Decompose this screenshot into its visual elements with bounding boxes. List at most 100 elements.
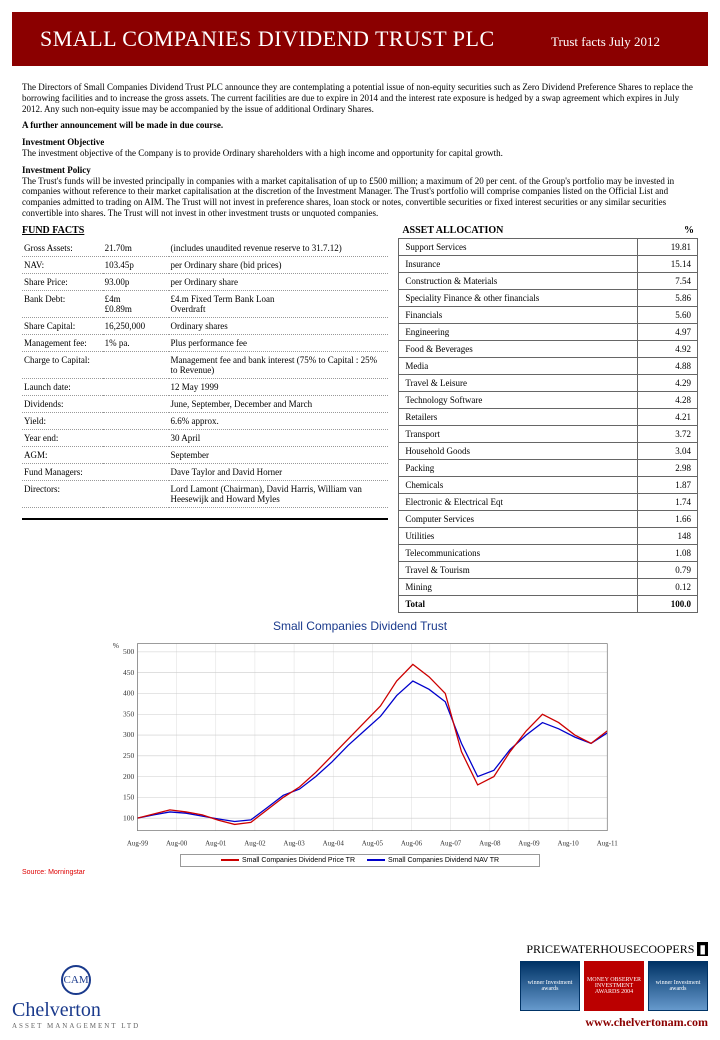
ff-value: [103, 351, 169, 378]
ff-value: 93.00p: [103, 273, 169, 290]
svg-text:Aug-10: Aug-10: [557, 839, 579, 847]
ff-label: Dividends:: [22, 395, 103, 412]
svg-text:Aug-02: Aug-02: [244, 839, 266, 847]
ff-value: 16,250,000: [103, 317, 169, 334]
asset-heading: ASSET ALLOCATION: [402, 225, 503, 236]
ff-note: Plus performance fee: [169, 334, 389, 351]
asset-value: 1.08: [638, 544, 698, 561]
ff-label: Share Price:: [22, 273, 103, 290]
asset-name: Household Goods: [399, 442, 638, 459]
ff-note: 30 April: [169, 429, 389, 446]
objective-text: The investment objective of the Company …: [22, 148, 503, 158]
ff-value: 21.70m: [103, 240, 169, 257]
svg-text:Aug-05: Aug-05: [362, 839, 384, 847]
ff-label: Yield:: [22, 412, 103, 429]
asset-name: Transport: [399, 425, 638, 442]
asset-name: Retailers: [399, 408, 638, 425]
ff-label: Gross Assets:: [22, 240, 103, 257]
ff-note: Lord Lamont (Chairman), David Harris, Wi…: [169, 480, 389, 507]
asset-name: Utilities: [399, 527, 638, 544]
ff-note: Ordinary shares: [169, 317, 389, 334]
ff-note: June, September, December and March: [169, 395, 389, 412]
award-badge-2: MONEY OBSERVER INVESTMENT AWARDS 2004: [584, 961, 644, 1011]
asset-value: 4.97: [638, 323, 698, 340]
asset-table: Support Services19.81Insurance15.14Const…: [398, 238, 698, 613]
chart-svg: 100150200250300350400450500%Aug-99Aug-00…: [22, 635, 698, 850]
ff-note: per Ordinary share: [169, 273, 389, 290]
chart-section: Small Companies Dividend Trust 100150200…: [12, 619, 708, 876]
asset-value: 5.60: [638, 306, 698, 323]
asset-allocation-section: ASSET ALLOCATION% Support Services19.81I…: [398, 225, 698, 613]
asset-name: Packing: [399, 459, 638, 476]
svg-text:Aug-99: Aug-99: [127, 839, 149, 847]
chelverton-badge: CAM: [61, 965, 91, 995]
svg-text:Aug-01: Aug-01: [205, 839, 227, 847]
ff-label: Charge to Capital:: [22, 351, 103, 378]
award-badge-3: winner Investment awards: [648, 961, 708, 1011]
ff-note: Dave Taylor and David Horner: [169, 463, 389, 480]
asset-name: Food & Beverages: [399, 340, 638, 357]
svg-text:200: 200: [123, 772, 135, 781]
svg-text:Aug-06: Aug-06: [401, 839, 423, 847]
legend-nav: Small Companies Dividend NAV TR: [388, 857, 499, 864]
ff-value: [103, 412, 169, 429]
ff-label: Directors:: [22, 480, 103, 507]
asset-name: Construction & Materials: [399, 272, 638, 289]
chart-legend: Small Companies Dividend Price TR Small …: [180, 854, 540, 867]
ff-value: [103, 446, 169, 463]
asset-value: 19.81: [638, 238, 698, 255]
asset-name: Computer Services: [399, 510, 638, 527]
svg-text:350: 350: [123, 709, 135, 718]
ff-note: per Ordinary share (bid prices): [169, 256, 389, 273]
asset-name: Financials: [399, 306, 638, 323]
asset-name: Media: [399, 357, 638, 374]
fund-facts-table: Gross Assets:21.70m(includes unaudited r…: [22, 240, 388, 508]
asset-value: 1.87: [638, 476, 698, 493]
ff-label: Launch date:: [22, 378, 103, 395]
doc-title: SMALL COMPANIES DIVIDEND TRUST PLC: [40, 26, 495, 52]
chelverton-logo: CAM Chelverton ASSET MANAGEMENT LTD: [12, 965, 140, 1030]
ff-label: Share Capital:: [22, 317, 103, 334]
asset-name: Insurance: [399, 255, 638, 272]
policy-heading: Investment Policy: [22, 165, 91, 175]
asset-value: 3.04: [638, 442, 698, 459]
svg-text:Aug-03: Aug-03: [283, 839, 305, 847]
ff-note: September: [169, 446, 389, 463]
chelverton-name: Chelverton: [12, 999, 140, 1022]
doc-subtitle: Trust facts July 2012: [551, 34, 660, 50]
website-url: www.chelvertonam.com: [478, 1015, 708, 1030]
ff-note: (includes unaudited revenue reserve to 3…: [169, 240, 389, 257]
ff-value: [103, 429, 169, 446]
svg-text:Aug-00: Aug-00: [166, 839, 188, 847]
ff-note: 12 May 1999: [169, 378, 389, 395]
chelverton-sub: ASSET MANAGEMENT LTD: [12, 1022, 140, 1030]
asset-value: 1.66: [638, 510, 698, 527]
ff-value: £4m£0.89m: [103, 290, 169, 317]
svg-text:150: 150: [123, 792, 135, 801]
svg-text:400: 400: [123, 688, 135, 697]
svg-text:450: 450: [123, 668, 135, 677]
asset-name: Support Services: [399, 238, 638, 255]
chart-title: Small Companies Dividend Trust: [22, 619, 698, 633]
svg-text:Aug-11: Aug-11: [597, 839, 619, 847]
svg-text:500: 500: [123, 647, 135, 656]
svg-text:Aug-08: Aug-08: [479, 839, 501, 847]
header: SMALL COMPANIES DIVIDEND TRUST PLC Trust…: [12, 12, 708, 66]
svg-text:Aug-07: Aug-07: [440, 839, 462, 847]
legend-price: Small Companies Dividend Price TR: [242, 857, 355, 864]
intro-p2: A further announcement will be made in d…: [22, 120, 698, 131]
asset-name: Travel & Tourism: [399, 561, 638, 578]
asset-value: 4.21: [638, 408, 698, 425]
asset-name: Chemicals: [399, 476, 638, 493]
ff-value: [103, 463, 169, 480]
chart-source: Source: Morningstar: [22, 869, 698, 876]
asset-value: 4.28: [638, 391, 698, 408]
ff-note: £4.m Fixed Term Bank LoanOverdraft: [169, 290, 389, 317]
asset-value: 15.14: [638, 255, 698, 272]
ff-value: 1% pa.: [103, 334, 169, 351]
fund-facts-section: FUND FACTS Gross Assets:21.70m(includes …: [22, 225, 388, 613]
asset-pct: %: [684, 225, 694, 236]
ff-label: Bank Debt:: [22, 290, 103, 317]
asset-value: 2.98: [638, 459, 698, 476]
intro-p1: The Directors of Small Companies Dividen…: [22, 82, 698, 114]
